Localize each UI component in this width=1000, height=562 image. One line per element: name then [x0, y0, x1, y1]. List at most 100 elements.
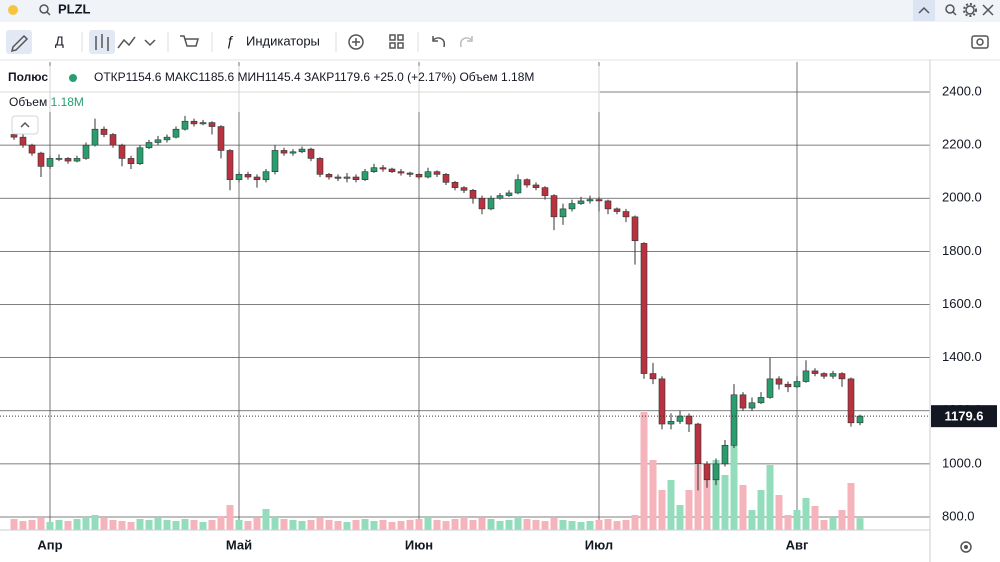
- volume-bar: [766, 465, 774, 530]
- volume-bar: [487, 519, 495, 530]
- close-button[interactable]: [982, 4, 994, 16]
- candle-body: [568, 203, 576, 210]
- volume-bar: [55, 520, 63, 530]
- candle-body: [820, 373, 828, 377]
- volume-bar: [217, 516, 225, 530]
- screenshot-button[interactable]: [971, 35, 989, 49]
- volume-bar: [649, 460, 657, 530]
- low-value: 1145.4: [265, 70, 301, 84]
- volume-bar: [775, 495, 783, 530]
- last-price-label: 1179.6: [944, 409, 983, 424]
- volume-bar: [514, 517, 522, 530]
- volume-bar: [388, 522, 396, 530]
- cart-button[interactable]: [180, 35, 199, 47]
- candle-body: [82, 144, 90, 159]
- candle-body: [595, 199, 603, 202]
- close-value: 1179.6: [334, 70, 370, 84]
- volume-bar: [244, 521, 252, 530]
- status-dot: [69, 74, 77, 82]
- volume-bar: [667, 480, 675, 530]
- volume-bar: [559, 520, 567, 530]
- candle-body: [784, 383, 792, 388]
- ohlc-legend: ОТКР1154.6 МАКС1185.6 МИН1145.4 ЗАКР1179…: [94, 70, 534, 84]
- add-button[interactable]: [348, 34, 364, 50]
- search-button[interactable]: [945, 4, 957, 16]
- candle-body: [856, 415, 864, 424]
- change: +25.0 (+2.17%): [373, 70, 456, 84]
- candle-body: [478, 197, 486, 210]
- candle-body: [622, 211, 630, 218]
- search-icon: [39, 4, 51, 16]
- candle-body: [397, 171, 405, 174]
- volume-bar: [451, 519, 459, 530]
- volume-bar: [172, 521, 180, 530]
- candle-body: [244, 174, 252, 178]
- candle-body: [811, 370, 819, 374]
- volume-bar: [721, 475, 729, 530]
- volume-bar: [703, 480, 711, 530]
- close-label: ЗАКР: [304, 70, 334, 84]
- volume-bar: [10, 519, 18, 530]
- volume-bar: [424, 518, 432, 530]
- volume-bar: [433, 520, 441, 530]
- candle-body: [154, 139, 162, 143]
- y-tick-label: 800.0: [942, 508, 975, 523]
- time-axis-settings[interactable]: [960, 541, 972, 553]
- volume-bar: [712, 460, 720, 530]
- low-label: МИН: [238, 70, 265, 84]
- candle-body: [577, 200, 585, 204]
- volume-bar: [361, 519, 369, 530]
- volume-bar: [640, 412, 648, 530]
- symbol[interactable]: PLZL: [58, 1, 91, 16]
- candle-body: [523, 179, 531, 186]
- window-dot: [8, 5, 18, 15]
- candle-body: [379, 167, 387, 170]
- settings-button[interactable]: [963, 3, 977, 17]
- volume-bar: [730, 445, 738, 530]
- volume-bar: [622, 520, 630, 530]
- volume-bar: [757, 490, 765, 530]
- candle-body: [694, 423, 702, 465]
- candle-body: [541, 187, 549, 196]
- volume-bar: [298, 521, 306, 530]
- volume-bar: [541, 521, 549, 530]
- volume-bar: [145, 520, 153, 530]
- candle-body: [280, 150, 288, 154]
- layout-button[interactable]: [389, 34, 404, 49]
- volume-bar: [136, 519, 144, 530]
- indicators-button[interactable]: Индикаторы: [246, 33, 320, 48]
- y-tick-label: 1600.0: [942, 296, 982, 311]
- candle-body: [703, 463, 711, 481]
- candle-body: [28, 144, 36, 154]
- y-tick-label: 2000.0: [942, 190, 982, 205]
- candle-body: [262, 171, 270, 180]
- candle-body: [550, 195, 558, 218]
- candle-body: [829, 373, 837, 377]
- undo-button[interactable]: [432, 36, 446, 48]
- candle-body: [802, 370, 810, 382]
- candle-body: [289, 151, 297, 154]
- volume-bar: [568, 521, 576, 530]
- volume-bar: [523, 519, 531, 530]
- candle-body: [658, 378, 666, 425]
- candle-body: [487, 197, 495, 210]
- line-chart-button[interactable]: [117, 36, 136, 49]
- legend-toggle[interactable]: [11, 115, 39, 135]
- candle-body: [73, 158, 81, 162]
- candles-icon: [95, 34, 109, 51]
- collapse-icon: [918, 6, 930, 14]
- candle-body: [649, 373, 657, 380]
- candle-body: [424, 171, 432, 178]
- chart-type-dropdown[interactable]: [144, 39, 156, 47]
- x-tick-label: Июн: [405, 537, 433, 552]
- interval-button[interactable]: Д: [55, 33, 64, 48]
- volume-bar: [46, 522, 54, 530]
- candle-body: [127, 158, 135, 165]
- redo-button[interactable]: [459, 36, 473, 48]
- candle-body: [46, 158, 54, 167]
- candle-body: [91, 128, 99, 146]
- candle-body: [451, 182, 459, 188]
- high-value: 1185.6: [198, 70, 234, 84]
- candle-body: [532, 184, 540, 188]
- collapse-button[interactable]: [913, 0, 935, 21]
